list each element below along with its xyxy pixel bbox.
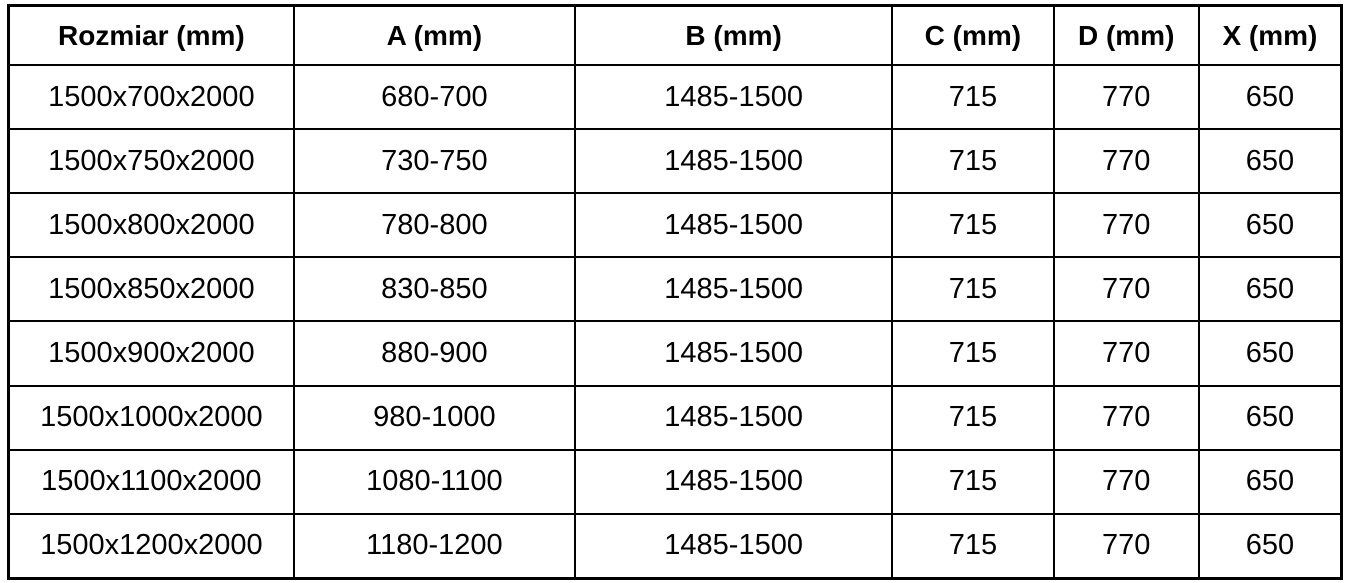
table-cell: 770	[1052, 128, 1200, 195]
table-cell: 715	[891, 384, 1055, 451]
table-row: 1500x1200x2000 1180-1200 1485-1500 715 770 65…	[7, 512, 1343, 580]
table-cell: 1500x900x2000	[7, 320, 295, 387]
table-cell: 1485-1500	[573, 256, 894, 323]
table-row: 1500x1100x2000 1080-1100 1485-1500 715 770 65…	[7, 448, 1343, 515]
table-cell: 1485-1500	[573, 448, 894, 515]
table-cell: 1485-1500	[573, 192, 894, 259]
dimensions-table: Rozmiar (mm) A (mm) B (mm) C (mm) D (mm) X (m…	[7, 4, 1343, 580]
table-cell: 650	[1197, 320, 1343, 387]
table-cell: 1500x850x2000	[7, 256, 295, 323]
column-header: D (mm)	[1052, 4, 1200, 66]
table-cell: 650	[1197, 63, 1343, 131]
table-cell: 770	[1052, 63, 1200, 131]
table-cell: 650	[1197, 384, 1343, 451]
column-header: C (mm)	[891, 4, 1055, 66]
table-cell: 1485-1500	[573, 63, 894, 131]
table-cell: 1485-1500	[573, 128, 894, 195]
column-header: X (mm)	[1197, 4, 1343, 66]
table-cell: 1500x1000x2000	[7, 384, 295, 451]
table-row: 1500x800x2000 780-800 1485-1500 715 770 650	[7, 192, 1343, 259]
table-cell: 1485-1500	[573, 320, 894, 387]
table-cell: 1500x1100x2000	[7, 448, 295, 515]
table-cell: 650	[1197, 448, 1343, 515]
table-cell: 650	[1197, 192, 1343, 259]
table-cell: 770	[1052, 320, 1200, 387]
table-header: Rozmiar (mm) A (mm) B (mm) C (mm) D (mm) X (m…	[7, 4, 1343, 66]
table-cell: 1500x1200x2000	[7, 512, 295, 580]
table-cell: 880-900	[292, 320, 577, 387]
table-cell: 715	[891, 192, 1055, 259]
table-cell: 1485-1500	[573, 512, 894, 580]
table-cell: 1500x800x2000	[7, 192, 295, 259]
column-header: B (mm)	[573, 4, 894, 66]
table-cell: 770	[1052, 256, 1200, 323]
table-cell: 770	[1052, 448, 1200, 515]
table-cell: 715	[891, 448, 1055, 515]
table-row: 1500x1000x2000 980-1000 1485-1500 715 770 650	[7, 384, 1343, 451]
table-row: 1500x900x2000 880-900 1485-1500 715 770 650	[7, 320, 1343, 387]
table-cell: 1500x700x2000	[7, 63, 295, 131]
table-cell: 715	[891, 256, 1055, 323]
table-row: 1500x850x2000 830-850 1485-1500 715 770 650	[7, 256, 1343, 323]
table-cell: 715	[891, 63, 1055, 131]
table-cell: 650	[1197, 256, 1343, 323]
header-row: Rozmiar (mm) A (mm) B (mm) C (mm) D (mm) X (m…	[7, 4, 1343, 66]
table-row: 1500x750x2000 730-750 1485-1500 715 770 650	[7, 128, 1343, 195]
table-cell: 1180-1200	[292, 512, 577, 580]
table-body: 1500x700x2000 680-700 1485-1500 715 770 650 15…	[7, 63, 1343, 580]
table-cell: 770	[1052, 384, 1200, 451]
table-row: 1500x700x2000 680-700 1485-1500 715 770 650	[7, 63, 1343, 131]
column-header: A (mm)	[292, 4, 577, 66]
table-cell: 1485-1500	[573, 384, 894, 451]
table-cell: 715	[891, 128, 1055, 195]
table-cell: 1080-1100	[292, 448, 577, 515]
table-cell: 715	[891, 320, 1055, 387]
table-cell: 680-700	[292, 63, 577, 131]
table-cell: 830-850	[292, 256, 577, 323]
table-cell: 770	[1052, 512, 1200, 580]
table-cell: 780-800	[292, 192, 577, 259]
table-cell: 770	[1052, 192, 1200, 259]
column-header: Rozmiar (mm)	[7, 4, 295, 66]
table-cell: 715	[891, 512, 1055, 580]
table-cell: 650	[1197, 512, 1343, 580]
table-cell: 1500x750x2000	[7, 128, 295, 195]
table-cell: 650	[1197, 128, 1343, 195]
table-cell: 980-1000	[292, 384, 577, 451]
table-cell: 730-750	[292, 128, 577, 195]
